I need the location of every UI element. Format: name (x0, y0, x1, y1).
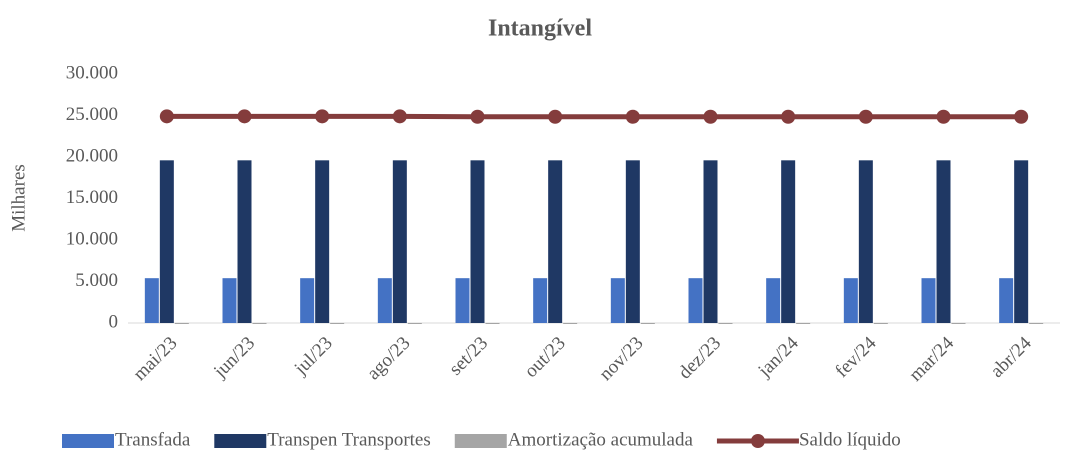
bar (921, 278, 936, 323)
bar (159, 160, 174, 323)
y-tick-label: 5.000 (75, 270, 118, 291)
bar (470, 160, 485, 323)
legend-label: Amortização acumulada (508, 429, 694, 450)
line-marker (625, 109, 640, 124)
line-marker (858, 109, 873, 124)
line-marker (237, 109, 252, 124)
y-tick-label: 15.000 (66, 187, 118, 208)
legend-swatch (62, 434, 114, 448)
bar (766, 278, 781, 323)
line-marker (703, 109, 718, 124)
bar (377, 278, 392, 323)
legend-label: Transpen Transportes (267, 429, 430, 450)
line-marker (1014, 109, 1029, 124)
line-marker (781, 109, 796, 124)
line-marker (315, 109, 330, 124)
bar (174, 323, 189, 324)
bar (548, 160, 563, 323)
x-tick-label: jul/23 (290, 333, 337, 380)
x-tick-label: ago/23 (363, 333, 414, 384)
legend-label: Transfada (115, 429, 191, 450)
bar (237, 160, 252, 323)
x-tick-label: set/23 (445, 333, 492, 380)
x-tick-label: abr/24 (987, 332, 1037, 382)
bar (407, 323, 422, 324)
x-tick-label: mai/23 (129, 333, 181, 385)
bar (640, 323, 655, 324)
bar (703, 160, 718, 323)
y-tick-label: 10.000 (66, 228, 118, 249)
bar (222, 278, 237, 323)
bar (455, 278, 470, 323)
line-marker (936, 109, 951, 124)
bar (1029, 323, 1044, 324)
bar (144, 278, 159, 323)
x-tick-label: dez/23 (674, 333, 725, 384)
bar (951, 323, 966, 324)
bar (843, 278, 858, 323)
legend-label: Saldo líquido (799, 429, 901, 450)
y-axis-label: Milhares (8, 164, 29, 232)
bar (392, 160, 407, 323)
x-tick-label: out/23 (521, 333, 570, 382)
bar (796, 323, 811, 324)
bar (330, 323, 345, 324)
chart-title: Intangível (488, 16, 592, 42)
bar (1014, 160, 1029, 323)
bar (781, 160, 796, 323)
line-marker (392, 109, 407, 124)
bar (610, 278, 625, 323)
bar (718, 323, 733, 324)
x-tick-label: jan/24 (754, 332, 803, 381)
bar (533, 278, 548, 323)
legend-swatch (214, 434, 267, 448)
bar (485, 323, 500, 324)
y-tick-label: 20.000 (66, 145, 118, 166)
legend-swatch (454, 434, 507, 448)
y-tick-label: 25.000 (66, 104, 118, 125)
bar (252, 323, 267, 324)
bar (936, 160, 951, 323)
bar (858, 160, 873, 323)
bar (300, 278, 315, 323)
x-tick-label: mar/24 (905, 332, 958, 385)
line-marker (548, 109, 563, 124)
line-marker (159, 109, 174, 124)
line-marker (470, 109, 485, 124)
x-tick-label: fev/24 (831, 332, 881, 382)
x-tick-label: jun/23 (209, 333, 259, 383)
bar (999, 278, 1014, 323)
x-tick-label: nov/23 (595, 333, 647, 385)
bar (873, 323, 888, 324)
bar (563, 323, 578, 324)
legend-swatch (750, 434, 765, 448)
y-tick-label: 30.000 (66, 62, 118, 83)
bar (625, 160, 640, 323)
y-tick-label: 0 (109, 311, 119, 332)
bar (315, 160, 330, 323)
bar (688, 278, 703, 323)
